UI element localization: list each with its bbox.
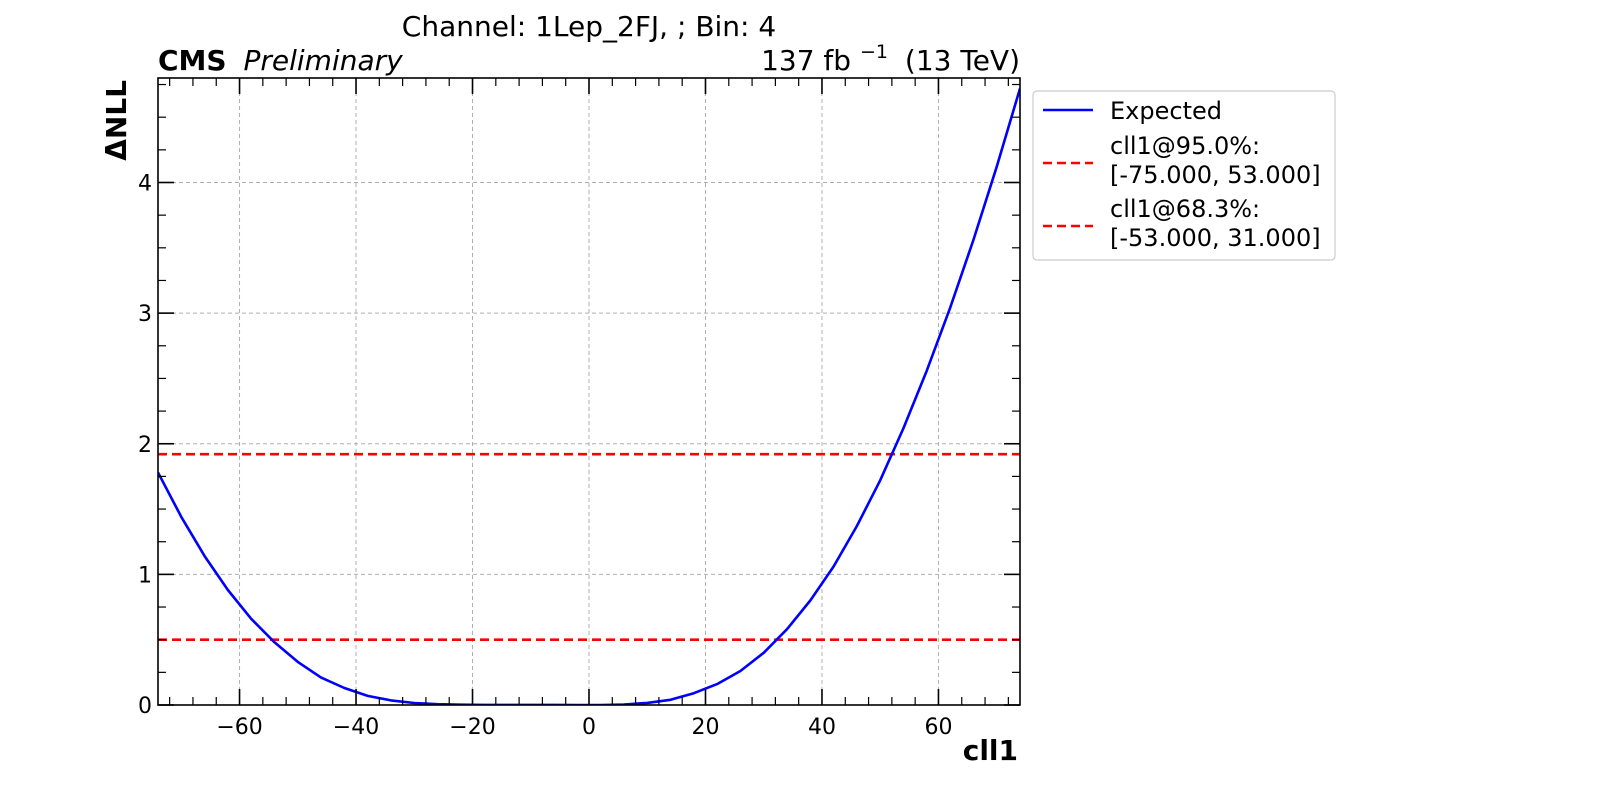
experiment-name: CMS: [158, 44, 227, 77]
series-line-0: [158, 88, 1020, 705]
y-tick-label: 1: [138, 563, 152, 588]
y-tick-label: 3: [138, 302, 152, 327]
lumi-exponent: −1: [860, 41, 888, 63]
legend-label-expected: Expected: [1110, 97, 1222, 125]
experiment-label: CMS Preliminary: [158, 44, 403, 77]
legend-label-ci68: cll1@68.3%:: [1110, 195, 1260, 223]
legend-interval-ci95: [-75.000, 53.000]: [1110, 161, 1321, 189]
lumi-energy: (13 TeV): [905, 44, 1020, 77]
y-tick-label: 4: [138, 172, 152, 197]
x-tick-label: −60: [216, 715, 262, 740]
status-label: Preliminary: [243, 44, 403, 77]
y-axis-label: ΔNLL: [100, 80, 133, 161]
x-tick-label: −40: [333, 715, 379, 740]
legend-label-ci95: cll1@95.0%:: [1110, 132, 1260, 160]
data-layer: [158, 88, 1020, 705]
x-tick-label: −20: [449, 715, 495, 740]
chart-title: Channel: 1Lep_2FJ, ; Bin: 4: [402, 10, 776, 43]
x-tick-label: 60: [924, 715, 952, 740]
legend-interval-ci68: [-53.000, 31.000]: [1110, 224, 1321, 252]
legend: Expected cll1@95.0%: [-75.000, 53.000] c…: [1032, 90, 1336, 261]
lumi-label: 137 fb −1 (13 TeV): [761, 32, 1020, 77]
axis-ticks: −60 −40 −20 0 20 40 60 0 1 2 3 4: [138, 78, 1020, 740]
lumi-value: 137 fb: [761, 44, 851, 77]
x-tick-label: 20: [691, 715, 719, 740]
y-tick-label: 2: [138, 433, 152, 458]
y-tick-label: 0: [138, 694, 152, 719]
x-tick-label: 40: [808, 715, 836, 740]
legend-box: [1032, 90, 1336, 261]
grid: [158, 78, 1020, 706]
x-tick-label: 0: [582, 715, 596, 740]
x-axis-label: cll1: [963, 734, 1018, 767]
